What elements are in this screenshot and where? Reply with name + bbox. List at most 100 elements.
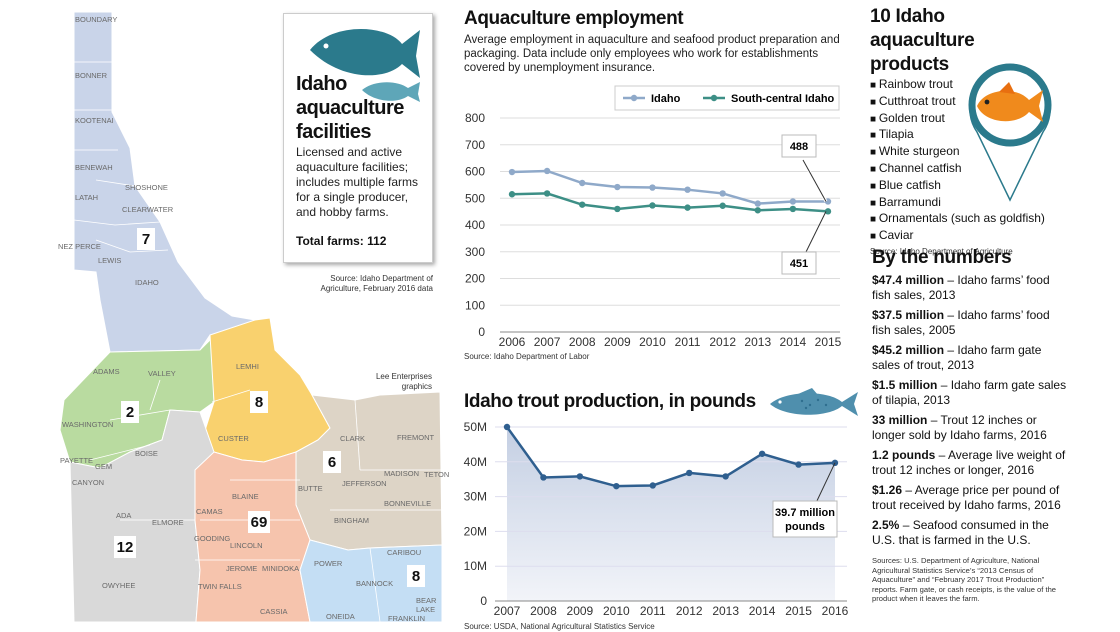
facilities-description: Licensed and active aquaculture faciliti… [296, 145, 419, 219]
data-point [649, 482, 656, 489]
numbers-stats: $47.4 million – Idaho farms’ food fish s… [872, 273, 1067, 548]
trout-source: Source: USDA, National Agricultural Stat… [464, 622, 655, 631]
region-count: 8 [250, 391, 268, 413]
series-line-south-central [511, 192, 829, 213]
data-point [614, 183, 621, 191]
county-label: BENEWAH [75, 163, 113, 172]
county-label: CLEARWATER [122, 205, 174, 214]
y-tick-label: 800 [465, 111, 485, 125]
idaho-county-map: BOUNDARY BONNER KOOTENAI BENEWAH SHOSHONE LAT… [58, 11, 449, 623]
x-tick-label: 2009 [604, 335, 631, 348]
county-label: TETON [424, 470, 449, 479]
county-label: FRANKLIN [388, 614, 425, 623]
county-label: BUTTE [298, 484, 323, 493]
svg-text:451: 451 [790, 258, 808, 270]
county-label: JEROME [226, 564, 257, 573]
data-point [649, 202, 656, 209]
svg-text:8: 8 [412, 568, 420, 585]
y-tick-label: 300 [465, 245, 485, 259]
x-tick-label: 2008 [569, 335, 596, 348]
county-label: POWER [314, 559, 343, 568]
data-point [503, 423, 511, 431]
data-point [540, 474, 547, 481]
products-source: Source: Idaho Department of Agriculture [870, 246, 1013, 256]
county-label: BINGHAM [334, 516, 369, 525]
county-label: CAMAS [196, 507, 223, 516]
x-tick-label: 2013 [744, 335, 771, 348]
y-tick-label: 0 [478, 325, 485, 339]
product-item: Golden trout [870, 111, 1110, 128]
products-panel: 10 Idaho aquaculture products Rainbow tr… [870, 5, 1110, 257]
product-item: Caviar [870, 228, 1110, 245]
county-label: BONNEVILLE [384, 499, 431, 508]
data-point [614, 205, 621, 213]
map-credit-line1: Lee Enterprises [376, 372, 432, 381]
x-tick-label: 2010 [603, 604, 630, 618]
map-credit-line2: graphics [402, 382, 432, 391]
x-tick-label: 2013 [712, 604, 739, 618]
stat-item: $47.4 million – Idaho farms’ food fish s… [872, 273, 1050, 302]
stat-item: 33 million – Trout 12 inches or longer s… [872, 413, 1047, 442]
stat-item: 2.5% – Seafood consumed in the U.S. that… [872, 518, 1049, 547]
product-item: White sturgeon [870, 144, 1110, 161]
legend-label: Idaho [651, 93, 681, 105]
data-point [508, 191, 516, 198]
county-label: GEM [95, 462, 112, 471]
x-tick-label: 2014 [780, 335, 807, 348]
x-tick-label: 2012 [709, 335, 736, 348]
county-label: OWYHEE [102, 581, 135, 590]
data-point [719, 202, 726, 209]
numbers-title: By the numbers [872, 247, 1012, 268]
y-tick-label: 700 [465, 138, 485, 152]
data-point [576, 473, 584, 480]
y-tick-label: 600 [465, 165, 485, 179]
employment-description: Average employment in aquaculture and se… [464, 34, 840, 74]
county-label: ELMORE [152, 518, 184, 527]
county-label: LEMHI [236, 362, 259, 371]
county-label: GOODING [194, 534, 230, 543]
data-point [795, 461, 802, 468]
y-tick-label: 100 [465, 298, 485, 312]
callout-south-central: 451 [781, 211, 827, 275]
data-point [684, 186, 691, 193]
region-count: 6 [323, 451, 341, 473]
data-point [789, 198, 797, 205]
y-tick-label: 50M [464, 420, 487, 434]
product-item: Rainbow trout [870, 77, 1110, 94]
callout-line1: 39.7 million [775, 507, 835, 519]
numbers-source: Sources: U.S. Department of Agriculture,… [872, 556, 1057, 603]
county-label: JEFFERSON [342, 479, 387, 488]
legend-label: South-central Idaho [731, 93, 835, 105]
x-tick-label: 2011 [675, 335, 701, 348]
products-title: 10 Idaho aquaculture products [870, 6, 975, 75]
county-label: BONNER [75, 71, 108, 80]
county-label: BANNOCK [356, 579, 393, 588]
county-label: CUSTER [218, 434, 249, 443]
county-label: MINIDOKA [262, 564, 299, 573]
region-count: 69 [248, 511, 270, 533]
product-item: Cutthroat trout [870, 94, 1110, 111]
county-label: CLARK [340, 434, 365, 443]
data-point [754, 207, 761, 214]
y-tick-label: 500 [465, 191, 485, 205]
data-point [649, 184, 656, 191]
trout-line [505, 426, 836, 488]
y-tick-label: 40M [464, 455, 487, 469]
data-point [579, 179, 586, 187]
county-label: NEZ PERCE [58, 242, 101, 251]
facilities-total: Total farms: 112 [296, 234, 387, 248]
county-label: IDAHO [135, 278, 159, 287]
county-label: PAYETTE [60, 456, 93, 465]
stat-item: $37.5 million – Idaho farms’ food fish s… [872, 308, 1050, 337]
x-tick-label: 2007 [494, 604, 521, 618]
x-tick-label: 2012 [676, 604, 703, 618]
callout-line2: pounds [785, 521, 825, 533]
region-count: 2 [121, 401, 139, 423]
county-label: LAKE [416, 605, 435, 614]
y-tick-label: 0 [480, 594, 487, 608]
data-point [722, 473, 729, 480]
stat-item: $45.2 million – Idaho farm gate sales of… [872, 343, 1042, 372]
region-count-boxes: 7 2 8 6 69 12 8 [114, 228, 425, 587]
employment-title: Aquaculture employment [464, 8, 684, 29]
x-tick-label: 2006 [499, 335, 526, 348]
